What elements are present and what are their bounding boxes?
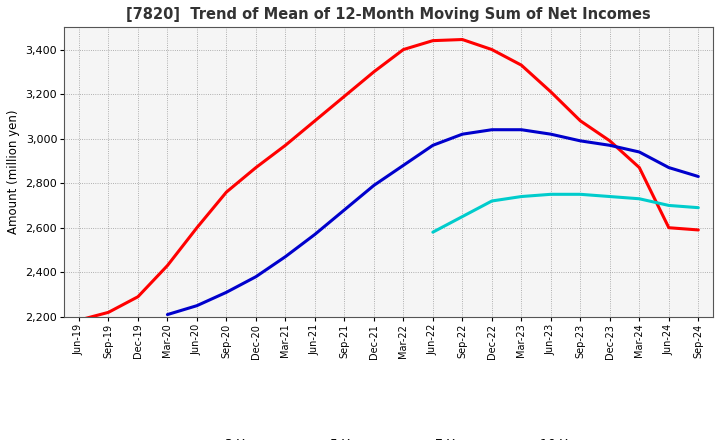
Line: 7 Years: 7 Years bbox=[433, 194, 698, 232]
3 Years bbox=[487, 47, 496, 52]
5 Years bbox=[606, 143, 614, 148]
3 Years bbox=[310, 118, 319, 124]
7 Years bbox=[517, 194, 526, 199]
7 Years bbox=[458, 214, 467, 219]
3 Years bbox=[576, 118, 585, 124]
3 Years bbox=[75, 318, 84, 323]
3 Years bbox=[458, 37, 467, 42]
3 Years bbox=[222, 190, 230, 195]
5 Years bbox=[665, 165, 673, 170]
5 Years bbox=[694, 174, 703, 179]
3 Years bbox=[546, 89, 555, 95]
5 Years bbox=[222, 290, 230, 295]
3 Years bbox=[134, 294, 143, 299]
Title: [7820]  Trend of Mean of 12-Month Moving Sum of Net Incomes: [7820] Trend of Mean of 12-Month Moving … bbox=[126, 7, 651, 22]
5 Years bbox=[310, 232, 319, 237]
Y-axis label: Amount (million yen): Amount (million yen) bbox=[7, 110, 20, 234]
5 Years bbox=[399, 163, 408, 168]
3 Years bbox=[163, 263, 172, 268]
3 Years bbox=[635, 165, 644, 170]
3 Years bbox=[281, 143, 289, 148]
3 Years bbox=[251, 165, 260, 170]
5 Years bbox=[487, 127, 496, 132]
3 Years bbox=[192, 225, 201, 231]
5 Years bbox=[517, 127, 526, 132]
7 Years bbox=[428, 230, 437, 235]
Legend: 3 Years, 5 Years, 7 Years, 10 Years: 3 Years, 5 Years, 7 Years, 10 Years bbox=[179, 433, 598, 440]
3 Years bbox=[340, 94, 348, 99]
3 Years bbox=[517, 62, 526, 68]
5 Years bbox=[428, 143, 437, 148]
Line: 5 Years: 5 Years bbox=[168, 130, 698, 315]
7 Years bbox=[546, 192, 555, 197]
5 Years bbox=[458, 132, 467, 137]
5 Years bbox=[340, 207, 348, 213]
7 Years bbox=[576, 192, 585, 197]
7 Years bbox=[694, 205, 703, 210]
5 Years bbox=[281, 254, 289, 259]
3 Years bbox=[369, 69, 378, 74]
5 Years bbox=[192, 303, 201, 308]
5 Years bbox=[546, 132, 555, 137]
5 Years bbox=[635, 149, 644, 154]
3 Years bbox=[428, 38, 437, 43]
3 Years bbox=[104, 310, 113, 315]
5 Years bbox=[369, 183, 378, 188]
3 Years bbox=[665, 225, 673, 231]
7 Years bbox=[606, 194, 614, 199]
5 Years bbox=[576, 138, 585, 143]
5 Years bbox=[163, 312, 172, 317]
7 Years bbox=[487, 198, 496, 204]
3 Years bbox=[399, 47, 408, 52]
7 Years bbox=[635, 196, 644, 202]
3 Years bbox=[606, 138, 614, 143]
3 Years bbox=[694, 227, 703, 233]
5 Years bbox=[251, 274, 260, 279]
7 Years bbox=[665, 203, 673, 208]
Line: 3 Years: 3 Years bbox=[79, 40, 698, 320]
